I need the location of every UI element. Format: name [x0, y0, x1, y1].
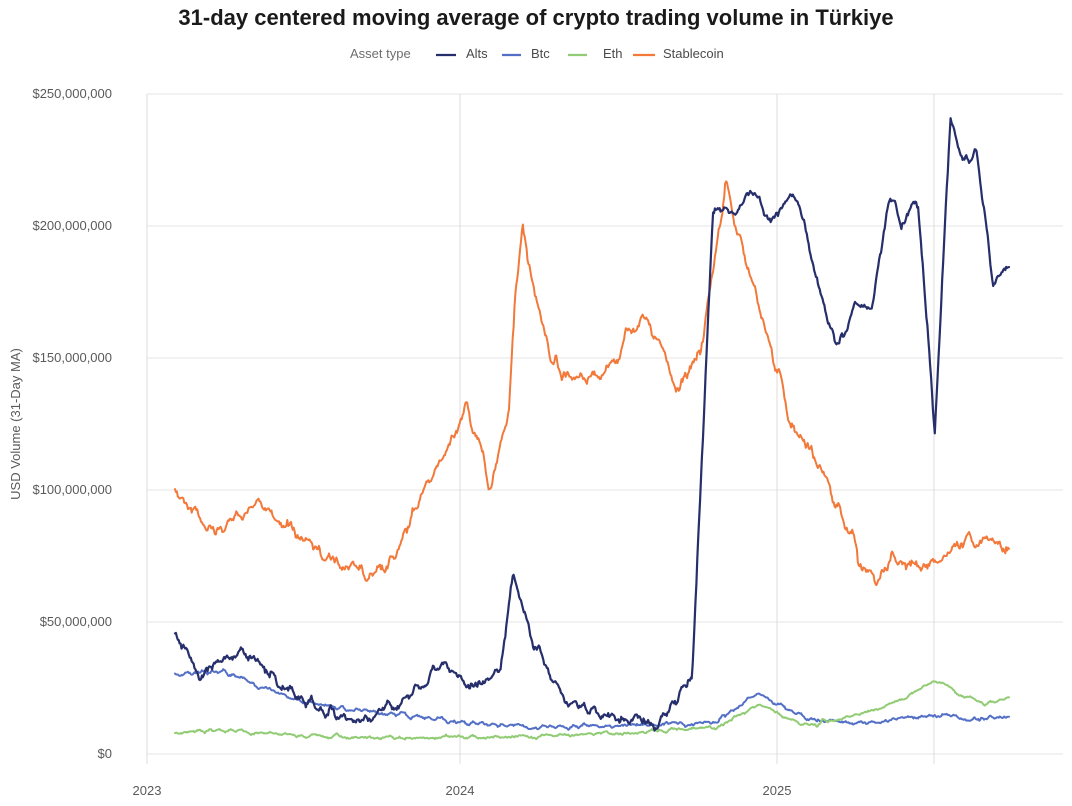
svg-text:$200,000,000: $200,000,000: [32, 218, 112, 233]
svg-text:Asset type: Asset type: [350, 46, 411, 61]
svg-text:2023: 2023: [133, 783, 162, 798]
svg-text:USD Volume (31-Day MA): USD Volume (31-Day MA): [8, 348, 23, 500]
svg-text:2024: 2024: [446, 783, 475, 798]
svg-text:$50,000,000: $50,000,000: [40, 614, 112, 629]
svg-text:2025: 2025: [763, 783, 792, 798]
svg-text:Btc: Btc: [531, 46, 550, 61]
svg-text:$100,000,000: $100,000,000: [32, 482, 112, 497]
svg-text:Stablecoin: Stablecoin: [663, 46, 724, 61]
svg-text:31-day centered moving average: 31-day centered moving average of crypto…: [178, 5, 893, 30]
svg-text:$150,000,000: $150,000,000: [32, 350, 112, 365]
svg-text:$250,000,000: $250,000,000: [32, 86, 112, 101]
svg-text:$0: $0: [98, 746, 112, 761]
svg-text:Alts: Alts: [466, 46, 488, 61]
svg-text:Eth: Eth: [603, 46, 623, 61]
